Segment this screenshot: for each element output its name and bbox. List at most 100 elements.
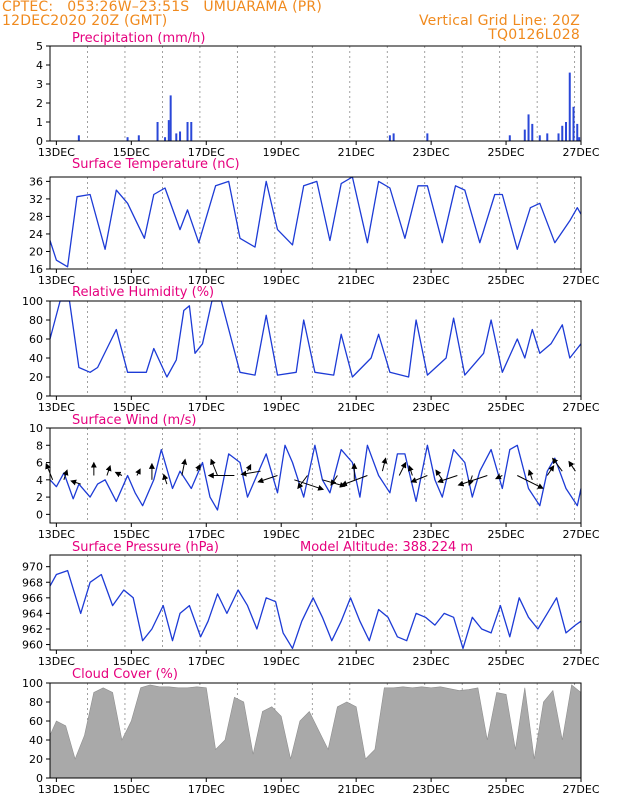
precip-bar <box>388 135 391 141</box>
precip-bar <box>508 135 511 141</box>
rh-xtick-label: 27DEC <box>562 401 599 414</box>
temp-ytick-label: 20 <box>29 245 43 258</box>
wind-vector-arrow <box>407 464 414 476</box>
temp-xtick-label: 25DEC <box>487 274 524 287</box>
temp-ytick-label: 28 <box>29 210 43 223</box>
rh-panel: Relative Humidity (%) 0 20 40 60 80 100 13DEC 15… <box>22 285 600 414</box>
pres-panel: Surface Pressure (hPa) Model Altitude: 38… <box>22 540 600 668</box>
precip-xtick-label: 15DEC <box>113 146 150 159</box>
pres-ytick-label: 968 <box>22 576 43 589</box>
precip-bar <box>392 133 395 141</box>
wind-vector-arrow <box>135 468 141 476</box>
temp-xtick-label: 15DEC <box>113 274 150 287</box>
precip-xtick-label: 25DEC <box>487 146 524 159</box>
pres-annotation: Model Altitude: 388.224 m <box>300 540 473 555</box>
rh-ytick-label: 80 <box>29 314 43 327</box>
wind-xtick-label: 27DEC <box>562 528 599 541</box>
wind-vector-arrow <box>410 475 428 483</box>
precip-xtick-label: 17DEC <box>188 146 225 159</box>
rh-xtick-label: 19DEC <box>263 401 300 414</box>
pres-frame <box>49 554 582 651</box>
precip-bar <box>164 137 167 141</box>
wind-vector-arrow <box>495 473 503 480</box>
wind-ytick-label: 10 <box>29 422 43 435</box>
cloud-xtick-label: 21DEC <box>338 783 375 796</box>
rh-ytick-label: 60 <box>29 333 43 346</box>
pres-xtick-label: 17DEC <box>188 655 225 668</box>
precip-ytick-label: 0 <box>36 135 43 148</box>
cloud-panel: Cloud Cover (%) 0 20 40 60 80 100 13DEC 15DEC 17D… <box>22 667 600 796</box>
cloud-xtick-label: 17DEC <box>188 783 225 796</box>
wind-xtick-label: 23DEC <box>413 528 450 541</box>
wind-vector-arrow <box>552 457 563 472</box>
cloud-title: Cloud Cover (%) <box>72 667 178 682</box>
precip-bar <box>523 129 526 141</box>
temp-title: Surface Temperature (nC) <box>72 157 240 172</box>
precip-xtick-label: 23DEC <box>413 146 450 159</box>
wind-vector-arrow <box>330 475 338 486</box>
precip-bar <box>156 122 159 141</box>
pres-ytick-label: 962 <box>22 623 43 636</box>
precip-bar <box>167 120 170 141</box>
wind-vector-arrow <box>568 460 576 472</box>
wind-vector-arrow <box>240 470 261 477</box>
precip-ytick-label: 4 <box>36 59 43 72</box>
precip-bar <box>186 122 189 141</box>
wind-ytick-label: 4 <box>36 474 43 487</box>
temp-panel: Surface Temperature (nC) 16 20 24 28 32 36 13DE… <box>29 157 600 287</box>
pres-xtick-label: 25DEC <box>487 655 524 668</box>
precip-xtick-label: 19DEC <box>263 146 300 159</box>
rh-xtick-label: 15DEC <box>113 401 150 414</box>
precip-frame <box>49 45 582 142</box>
cloud-ytick-label: 40 <box>29 734 43 747</box>
cloud-frame <box>49 682 582 779</box>
precip-bar <box>179 131 182 141</box>
precip-xtick-label: 27DEC <box>562 146 599 159</box>
precip-xtick-label: 21DEC <box>338 146 375 159</box>
cloud-area <box>49 684 582 779</box>
precip-bar <box>126 137 129 141</box>
precip-bar <box>531 123 534 141</box>
precip-bar <box>546 133 549 141</box>
header-code: TQ0126L028 <box>488 27 580 43</box>
temp-xtick-label: 13DEC <box>38 274 75 287</box>
wind-xtick-label: 15DEC <box>113 528 150 541</box>
cloud-xtick-label: 25DEC <box>487 783 524 796</box>
cloud-xtick-label: 23DEC <box>413 783 450 796</box>
rh-frame <box>49 300 582 397</box>
pres-series-line <box>49 569 582 650</box>
precip-bar <box>175 133 178 141</box>
precip-ytick-label: 1 <box>36 116 43 129</box>
temp-xtick-label: 21DEC <box>338 274 375 287</box>
wind-frame <box>49 427 582 524</box>
wind-vector-arrow <box>257 475 278 484</box>
wind-panel: Surface Wind (m/s) 0 2 4 6 8 10 13DEC 15DEC 17DEC… <box>29 413 600 541</box>
wind-vector-arrow <box>437 475 458 484</box>
temp-ytick-label: 36 <box>29 175 43 188</box>
wind-vector-arrow <box>435 469 443 481</box>
rh-xtick-label: 23DEC <box>413 401 450 414</box>
cloud-xtick-label: 19DEC <box>263 783 300 796</box>
wind-vector-arrow <box>381 457 388 472</box>
pres-ytick-label: 964 <box>22 607 43 620</box>
rh-xtick-label: 17DEC <box>188 401 225 414</box>
wind-vector-arrow <box>467 475 474 487</box>
pres-ytick-label: 960 <box>22 639 43 652</box>
temp-frame <box>49 176 582 270</box>
pres-ytick-label: 966 <box>22 592 43 605</box>
pres-xtick-label: 19DEC <box>263 655 300 668</box>
precip-bar <box>576 123 579 141</box>
wind-vector-arrow <box>398 461 407 476</box>
precip-title: Precipitation (mm/h) <box>72 31 205 46</box>
wind-series-line <box>49 444 582 511</box>
precip-bar <box>572 106 575 141</box>
temp-series-line <box>49 176 582 268</box>
wind-vector-arrow <box>294 479 325 491</box>
header-grid-note: Vertical Grid Line: 20Z <box>418 13 580 29</box>
precip-bar <box>169 95 172 141</box>
temp-ytick-label: 16 <box>29 263 43 276</box>
pres-xtick-label: 13DEC <box>38 655 75 668</box>
precip-bar <box>137 135 140 141</box>
temp-xtick-label: 19DEC <box>263 274 300 287</box>
